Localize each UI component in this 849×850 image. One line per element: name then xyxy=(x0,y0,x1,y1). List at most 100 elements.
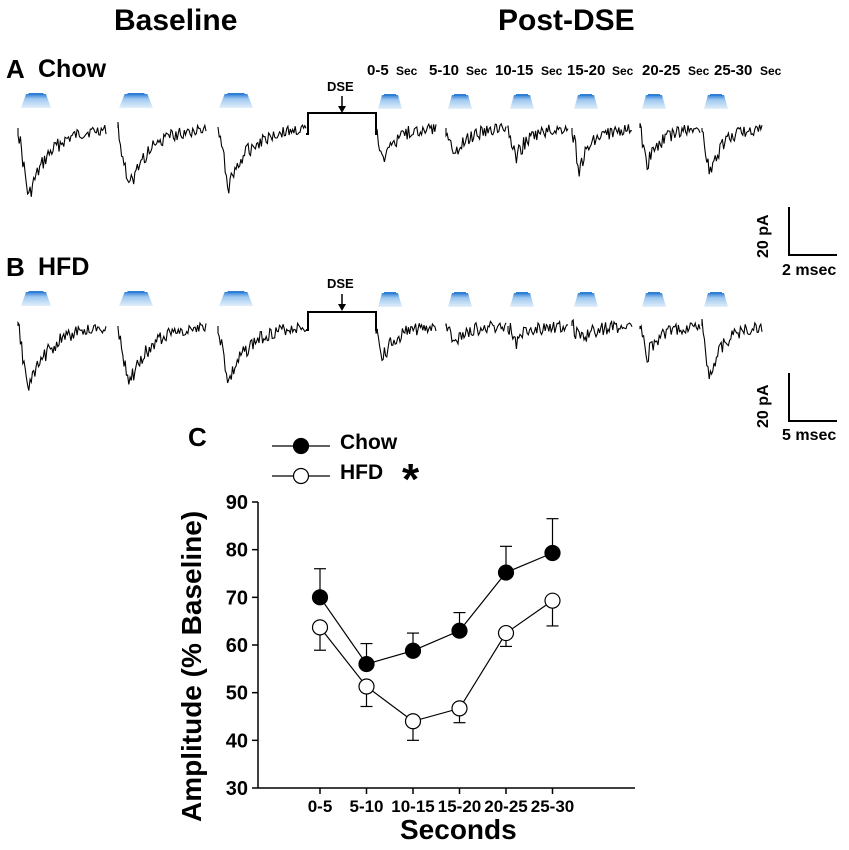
post-dse-trace xyxy=(701,318,763,380)
light-stimulus-icon xyxy=(642,293,666,307)
hfd-traces xyxy=(17,291,763,391)
light-stimulus-icon xyxy=(704,293,728,307)
light-stimulus-icon xyxy=(704,95,728,109)
time-bin-unit: Sec xyxy=(541,64,563,78)
legend-label-chow: Chow xyxy=(340,431,398,454)
light-stimulus-icon xyxy=(21,94,51,108)
baseline-trace xyxy=(117,121,207,185)
post-dse-header: Post-DSE xyxy=(498,4,635,37)
scale-bar-a xyxy=(788,207,837,256)
y-tick-label: 90 xyxy=(226,492,248,514)
time-bin-range: 0-5 xyxy=(367,62,389,79)
baseline-trace xyxy=(17,320,107,391)
data-point-chow xyxy=(497,564,515,581)
dse-label-b: DSE xyxy=(327,276,354,291)
dse-step-b xyxy=(306,311,378,331)
light-stimulus-icon xyxy=(119,292,153,306)
time-bin-range: 20-25 xyxy=(642,62,681,79)
dse-arrowhead-b xyxy=(338,304,346,311)
chow-traces xyxy=(17,93,763,197)
light-stimulus-icon xyxy=(448,95,472,109)
data-point-hfd xyxy=(544,592,561,609)
dse-step-a xyxy=(306,112,378,135)
light-stimulus-icon xyxy=(219,94,253,108)
scale-bar-b xyxy=(788,373,837,422)
scale-b-time: 5 msec xyxy=(782,427,837,444)
data-point-chow xyxy=(404,642,422,659)
post-dse-trace xyxy=(507,124,569,164)
time-bin-range: 25-30 xyxy=(714,62,753,79)
x-axis-title: Seconds xyxy=(400,814,517,845)
light-stimulus-icon xyxy=(642,95,666,109)
panel-c-letter: C xyxy=(188,422,207,452)
y-tick-label: 30 xyxy=(226,778,248,800)
series-line-hfd xyxy=(319,600,553,722)
y-tick-label: 40 xyxy=(226,730,248,752)
post-dse-trace xyxy=(445,122,507,155)
post-dse-trace xyxy=(375,322,437,362)
light-stimulus-icon xyxy=(448,293,472,307)
x-tick-label: 15-20 xyxy=(438,797,481,816)
x-tick-label: 20-25 xyxy=(484,797,527,816)
time-bin-unit: Sec xyxy=(396,64,418,78)
significance-star: * xyxy=(402,455,420,504)
light-stimulus-icon xyxy=(378,293,402,307)
post-dse-trace xyxy=(639,123,701,171)
y-tick-label: 60 xyxy=(226,635,248,657)
light-stimulus-icon xyxy=(574,293,598,307)
x-tick-label: 5-10 xyxy=(349,797,383,816)
data-point-hfd xyxy=(358,678,375,695)
time-bin-unit: Sec xyxy=(760,64,782,78)
dse-arrowhead-a xyxy=(338,106,346,113)
light-stimulus-icon xyxy=(119,94,153,108)
baseline-trace xyxy=(117,321,207,385)
data-point-chow xyxy=(311,589,329,606)
time-bin-unit: Sec xyxy=(688,64,710,78)
data-point-hfd xyxy=(311,619,329,636)
panel-b-label: HFD xyxy=(38,253,90,281)
time-bin-unit: Sec xyxy=(612,64,634,78)
scale-a-time: 2 msec xyxy=(782,262,837,279)
baseline-trace xyxy=(217,321,307,384)
series-line-chow xyxy=(319,552,553,665)
light-stimulus-icon xyxy=(574,95,598,109)
light-stimulus-icon xyxy=(378,95,402,109)
post-dse-trace xyxy=(571,124,633,177)
time-bin-range: 5-10 xyxy=(429,62,460,79)
dse-label-a: DSE xyxy=(327,79,354,94)
y-tick-label: 70 xyxy=(226,587,248,609)
data-point-hfd xyxy=(451,700,468,717)
panel-a-label: Chow xyxy=(38,55,107,83)
baseline-trace xyxy=(17,125,107,197)
post-dse-trace xyxy=(701,124,763,175)
light-stimulus-icon xyxy=(510,293,534,307)
post-dse-trace xyxy=(507,319,569,350)
x-tick-label: 10-15 xyxy=(391,797,434,816)
x-tick-label: 25-30 xyxy=(531,797,574,816)
time-bin-unit: Sec xyxy=(466,64,488,78)
post-dse-trace xyxy=(639,321,701,364)
amplitude-chart: 30 40 50 60 70 80 90 0-5 5-10 10-15 15-20 20-25 25-… xyxy=(226,437,635,816)
light-stimulus-icon xyxy=(510,95,534,109)
data-point-hfd xyxy=(497,624,515,642)
legend-marker-hfd xyxy=(292,467,310,485)
data-point-chow xyxy=(544,544,561,562)
baseline-header: Baseline xyxy=(114,4,238,37)
time-bin-range: 10-15 xyxy=(495,62,534,79)
light-stimulus-icon xyxy=(21,292,51,306)
panel-a-letter: A xyxy=(6,54,25,84)
y-tick-label: 80 xyxy=(226,540,248,562)
light-stimulus-icon xyxy=(219,292,253,306)
post-dse-trace xyxy=(571,318,633,342)
data-point-chow xyxy=(358,655,375,673)
time-bin-range: 15-20 xyxy=(567,62,606,79)
data-point-hfd xyxy=(404,713,422,730)
post-dse-trace xyxy=(375,122,437,163)
data-point-chow xyxy=(451,622,468,639)
legend-label-hfd: HFD xyxy=(340,461,384,484)
baseline-trace xyxy=(217,123,307,194)
y-tick-label: 50 xyxy=(226,683,248,705)
x-tick-label: 0-5 xyxy=(308,797,333,816)
post-dse-trace xyxy=(445,320,507,346)
